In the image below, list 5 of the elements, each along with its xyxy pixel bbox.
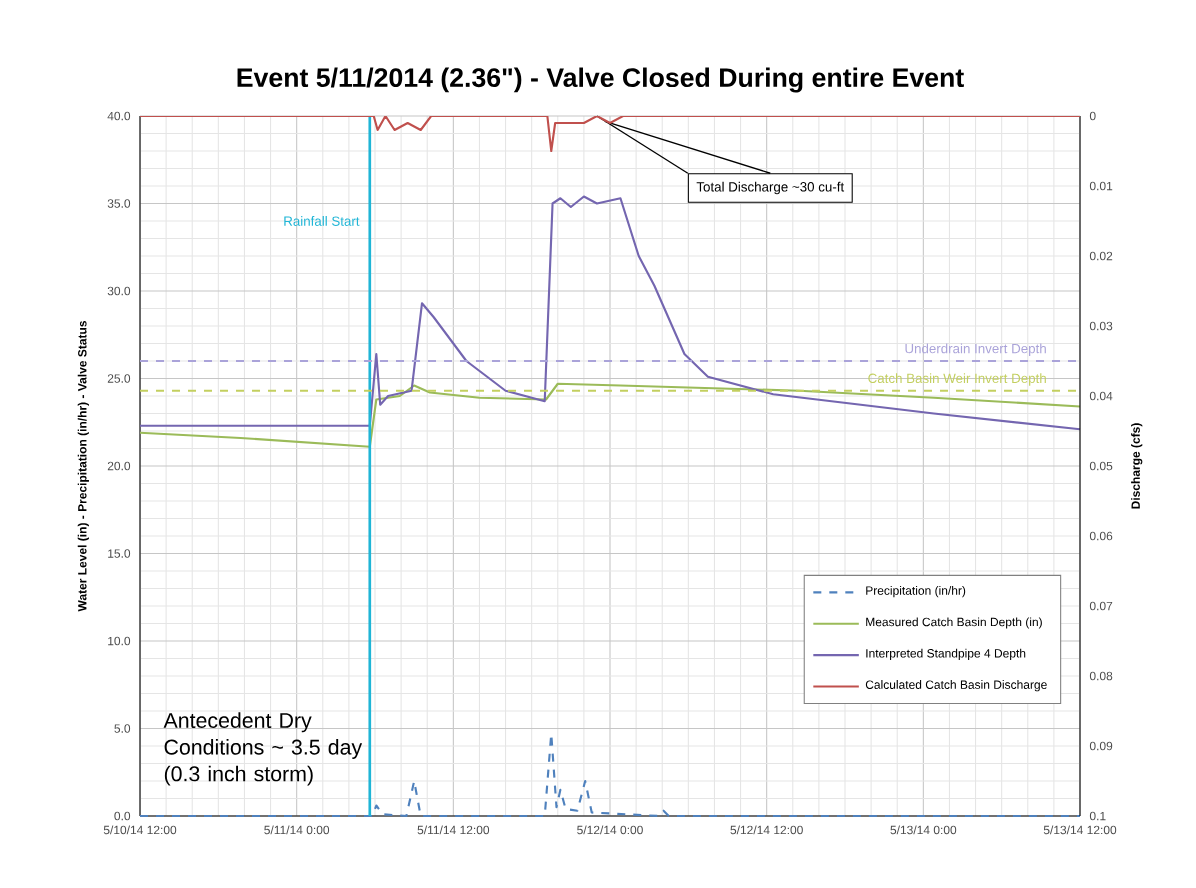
annotation: Antecedent Dry Conditions ~ 3.5 day (0.3 inch storm) bbox=[163, 712, 363, 786]
chart-title: Event 5/11/2014 (2.36") - Valve Closed During entire Event bbox=[237, 67, 964, 93]
line-series bbox=[138, 195, 1082, 431]
line-series bbox=[138, 382, 1082, 448]
line-series bbox=[140, 116, 1080, 153]
